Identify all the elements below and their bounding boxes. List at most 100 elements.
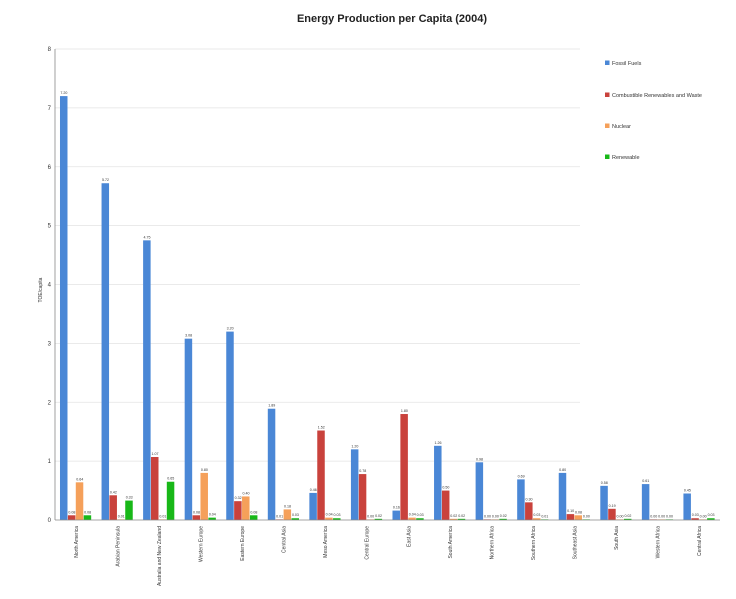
data-label: 0.64 [76, 477, 83, 481]
data-label: 0.02 [375, 514, 382, 518]
data-label: 0.58 [601, 481, 608, 485]
x-tick-label: South America [448, 526, 454, 559]
bar [249, 515, 258, 520]
data-label: 0.03 [292, 513, 299, 517]
bar [242, 496, 250, 520]
y-tick-label: 3 [48, 341, 52, 347]
bar [192, 515, 201, 520]
y-axis-label: TOE/capita [38, 277, 44, 302]
x-tick-label: Central Europe [365, 526, 371, 560]
data-label: 4.75 [144, 235, 151, 239]
bar [641, 484, 650, 520]
bar [184, 338, 193, 520]
data-label: 0.42 [110, 490, 117, 494]
bar [400, 414, 408, 520]
data-label: 0.01 [159, 514, 166, 518]
data-label: 0.00 [666, 514, 673, 518]
legend-label: Combustible Renewables and Waste [612, 93, 702, 99]
bar [291, 518, 299, 520]
x-tick-label: Central Africa [697, 526, 703, 556]
bar [608, 508, 616, 520]
data-label: 1.07 [151, 452, 158, 456]
data-label: 0.50 [442, 486, 449, 490]
chart-title: Energy Production per Capita (2004) [297, 13, 487, 25]
data-label: 0.65 [167, 477, 174, 481]
y-tick-label: 4 [48, 283, 52, 289]
data-label: 0.03 [417, 513, 424, 517]
data-label: 0.46 [310, 488, 317, 492]
data-label: 0.00 [700, 514, 707, 518]
y-tick-label: 2 [48, 400, 52, 406]
data-label: 0.98 [476, 457, 483, 461]
data-label: 0.04 [326, 513, 333, 517]
data-label: 0.00 [650, 514, 657, 518]
x-tick-label: Southern Africa [531, 526, 537, 560]
bar [317, 430, 325, 520]
data-label: 0.33 [126, 496, 133, 500]
legend-label: Renewable [612, 155, 640, 161]
bar [623, 518, 632, 520]
bar [683, 493, 691, 520]
legend-swatch [605, 92, 610, 97]
data-label: 0.03 [708, 513, 715, 517]
data-label: 0.00 [583, 514, 590, 518]
data-label: 0.08 [84, 510, 91, 514]
data-label: 7.20 [60, 91, 67, 95]
bar [600, 485, 608, 520]
x-tick-label: Meso America [323, 526, 329, 558]
x-tick-label: Arabian Peninsula [115, 526, 121, 567]
data-label: 0.16 [393, 506, 400, 510]
data-label: 5.72 [102, 178, 109, 182]
data-label: 3.20 [227, 327, 234, 331]
data-label: 0.08 [575, 510, 582, 514]
y-tick-label: 6 [48, 165, 52, 171]
data-label: 3.08 [185, 334, 192, 338]
bar [283, 509, 292, 520]
data-labels: 7.20 0.08 0.64 0.08 5.72 0.42 0.01 0.33 4.75 1.07… [60, 91, 714, 518]
data-label: 0.02 [500, 514, 507, 518]
data-label: 0.00 [484, 514, 491, 518]
data-label: 0.00 [658, 514, 665, 518]
data-label: 0.10 [567, 509, 574, 513]
bar [267, 408, 276, 520]
y-tick-label: 8 [48, 47, 52, 53]
bar [109, 495, 117, 520]
data-label: 1.20 [351, 444, 358, 448]
bar [434, 445, 442, 520]
data-label: 0.00 [492, 514, 499, 518]
bar [333, 518, 341, 520]
gridlines [55, 48, 580, 462]
legend: Fossil Fuels Combustible Renewables and W… [605, 60, 702, 161]
data-label: 0.08 [193, 510, 200, 514]
y-tick-label: 1 [48, 459, 52, 465]
bar [325, 517, 333, 520]
data-label: 0.01 [118, 514, 125, 518]
x-tick-label: Central Asia [282, 526, 288, 553]
bar [532, 518, 541, 520]
bars [59, 96, 715, 521]
x-tick-label: Western Europe [198, 526, 204, 562]
bar [574, 515, 583, 520]
bar [525, 502, 533, 520]
data-label: 1.80 [401, 409, 408, 413]
bar [449, 518, 458, 520]
bar [101, 183, 110, 521]
bar [457, 518, 466, 520]
legend-swatch [605, 123, 610, 128]
bar [408, 517, 416, 520]
legend-swatch [605, 60, 610, 65]
data-label: 0.40 [242, 491, 249, 495]
data-label: 0.04 [209, 513, 216, 517]
data-label: 0.02 [450, 514, 457, 518]
bar [691, 518, 699, 520]
x-tick-label: South Asia [614, 526, 620, 550]
data-label: 0.03 [533, 513, 540, 517]
bar [166, 481, 175, 520]
data-label: 0.04 [409, 513, 416, 517]
data-label: 1.89 [268, 404, 275, 408]
bar [83, 515, 92, 520]
bar [226, 331, 234, 520]
bar [499, 518, 507, 520]
y-tick-label: 5 [48, 224, 52, 230]
